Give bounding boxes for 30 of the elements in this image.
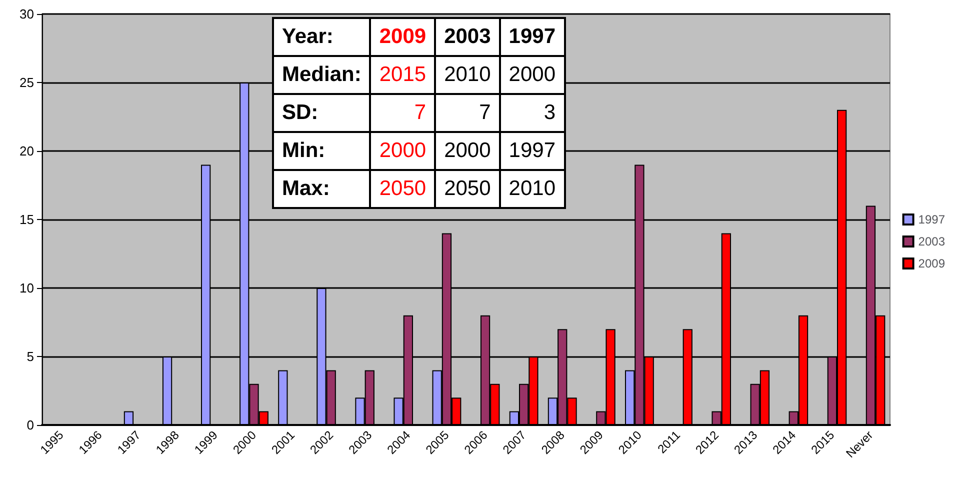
- legend-label: 2003: [918, 234, 946, 248]
- annotation: Year:: [273, 18, 370, 56]
- annotation: 2015: [370, 56, 436, 94]
- legend-label: 2009: [918, 256, 946, 270]
- annotation: 2050: [435, 170, 500, 208]
- annotation: SD:: [273, 94, 370, 132]
- text: 1997: [918, 212, 946, 226]
- annotation: Median:: [273, 56, 370, 94]
- annotation: 2000: [370, 132, 436, 170]
- y-tick-label: 20: [20, 144, 34, 158]
- annotation: 2010: [435, 56, 500, 94]
- annotation: 2009: [370, 18, 436, 56]
- annotation: 3: [500, 94, 564, 132]
- annotation: 7: [435, 94, 500, 132]
- annotation: 2003: [435, 18, 500, 56]
- y-tick-label: 30: [20, 6, 34, 22]
- annotation: 1997: [500, 18, 564, 56]
- y-tick-label: 15: [20, 212, 34, 227]
- legend-label: 1997: [500, 132, 564, 170]
- y-tick-label: 5: [26, 349, 34, 364]
- y-tick-label: 25: [20, 75, 34, 90]
- y-tick-label: 0: [26, 418, 34, 432]
- annotation: 2000: [435, 132, 500, 170]
- annotation: 2050: [370, 170, 436, 208]
- annotation: Max:: [273, 170, 370, 208]
- y-tick-label: 10: [20, 280, 34, 296]
- annotation: 2000: [500, 56, 564, 94]
- annotation: 7: [370, 94, 436, 132]
- annotation: 2010: [500, 170, 564, 208]
- annotation: Min:: [273, 132, 370, 170]
